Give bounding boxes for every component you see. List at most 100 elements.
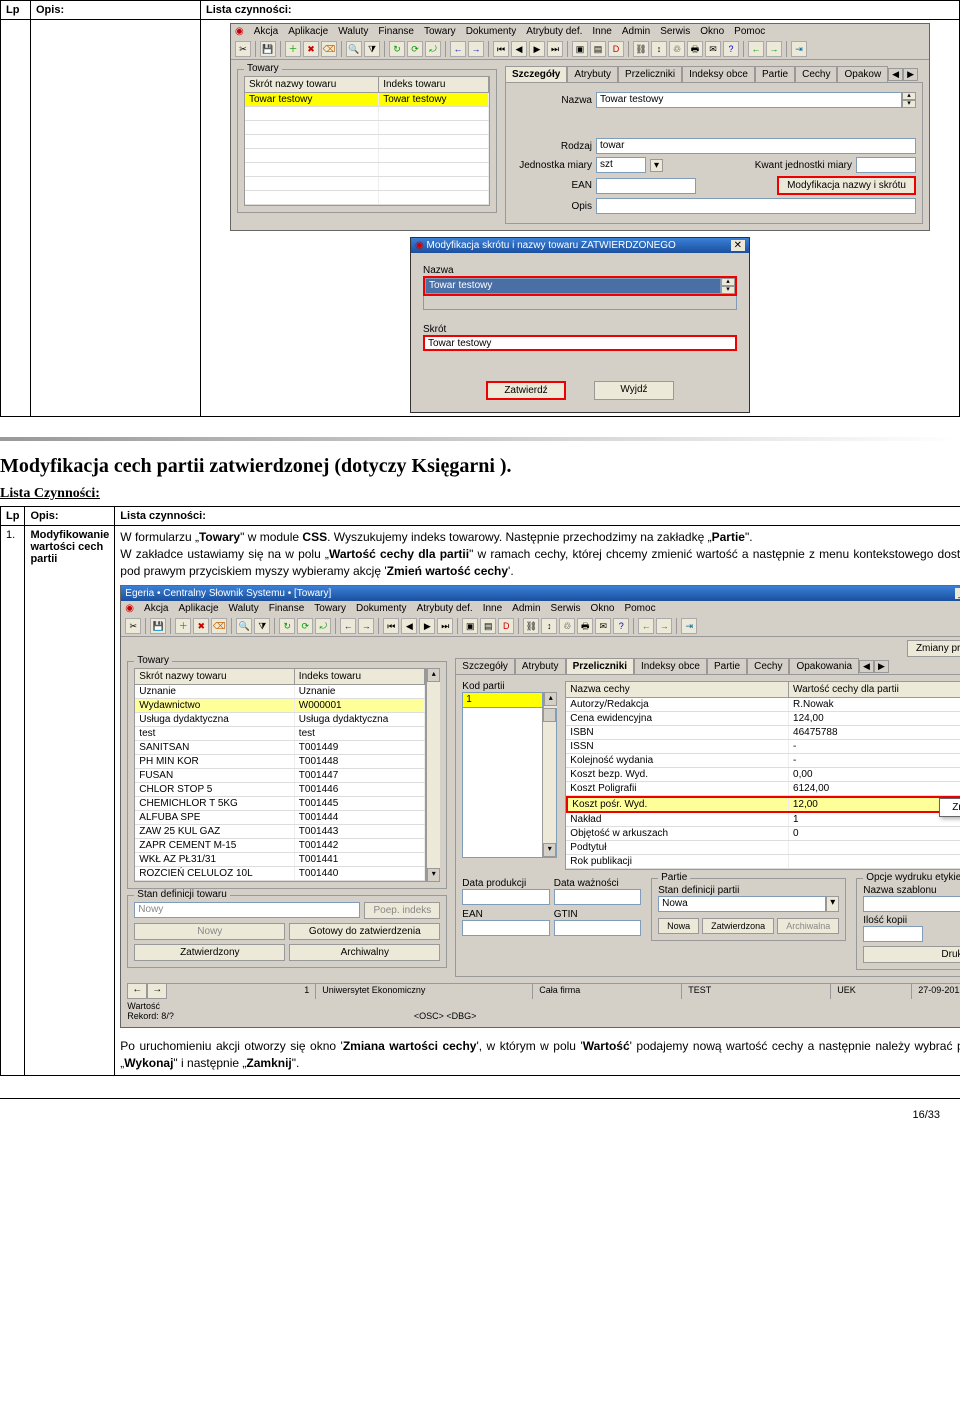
tab-nav-right[interactable]: ▶ bbox=[874, 660, 889, 673]
dlg-input-skrot[interactable]: Towar testowy bbox=[423, 335, 737, 351]
filter-icon[interactable]: ⧩ bbox=[364, 41, 380, 57]
btn-zatwierdz[interactable]: Zatwierdź bbox=[486, 381, 566, 400]
grid-row[interactable]: PH MIN KORT001448 bbox=[135, 755, 425, 769]
input-ean[interactable] bbox=[596, 178, 696, 194]
input-kwant[interactable] bbox=[856, 157, 916, 173]
menu-okno[interactable]: Okno bbox=[591, 603, 615, 614]
tab-atrybuty[interactable]: Atrybuty bbox=[567, 66, 618, 82]
btn-zmiany-prawne[interactable]: Zmiany prawne bbox=[907, 640, 960, 657]
back-icon[interactable]: ← bbox=[340, 618, 356, 634]
nav-arrows[interactable]: ←→ bbox=[127, 983, 167, 999]
refresh2-icon[interactable]: ⟳ bbox=[407, 41, 423, 57]
min-icon[interactable]: _ bbox=[955, 588, 960, 599]
input-ean[interactable] bbox=[462, 920, 549, 936]
input-nazwa[interactable]: Towar testowy bbox=[596, 92, 902, 108]
tool3-icon[interactable]: D bbox=[608, 41, 624, 57]
menu-inne[interactable]: Inne bbox=[592, 26, 611, 37]
towary-grid[interactable]: Skrót nazwy towaru Indeks towaru Towar t… bbox=[244, 76, 490, 206]
props-row[interactable]: Kolejność wydania- bbox=[566, 754, 960, 768]
grid-row[interactable]: Towar testowy Towar testowy bbox=[245, 93, 489, 107]
grid-row[interactable]: CHEMICHLOR T 5KGT001445 bbox=[135, 797, 425, 811]
grid-row[interactable] bbox=[245, 135, 489, 149]
grid-row[interactable]: WydawnictwoW000001 bbox=[135, 699, 425, 713]
delete-icon[interactable]: ✖ bbox=[193, 618, 209, 634]
input-kod[interactable]: 1 bbox=[462, 692, 543, 708]
input-rodzaj[interactable]: towar bbox=[596, 138, 916, 154]
props-row[interactable]: Koszt pośr. Wyd.12,00Zmień wartość cechy bbox=[566, 796, 960, 813]
input-data-waz[interactable] bbox=[554, 889, 641, 905]
btn-nowa[interactable]: Nowa bbox=[658, 918, 699, 934]
btn-archiwalna[interactable]: Archiwalna bbox=[777, 918, 839, 934]
props-row[interactable]: Rok publikacji bbox=[566, 855, 960, 869]
menu-okno[interactable]: Okno bbox=[700, 26, 724, 37]
btn-archiwalny[interactable]: Archiwalny bbox=[289, 944, 440, 961]
dlg-input-nazwa[interactable]: Towar testowy bbox=[425, 278, 721, 294]
grid-row[interactable]: ZAPR CEMENT M-15T001442 bbox=[135, 839, 425, 853]
input-opis[interactable] bbox=[596, 198, 916, 214]
last-icon[interactable]: ⏭ bbox=[547, 41, 563, 57]
menu-finanse[interactable]: Finanse bbox=[269, 603, 305, 614]
help-icon[interactable]: ? bbox=[723, 41, 739, 57]
tool6-icon[interactable]: ♲ bbox=[559, 618, 575, 634]
clear-icon[interactable]: ⌫ bbox=[211, 618, 227, 634]
dlg-nazwa-spin[interactable]: ▴▾ bbox=[721, 278, 735, 294]
dropdown-icon[interactable]: ▾ bbox=[826, 896, 839, 912]
grid-row[interactable] bbox=[245, 177, 489, 191]
props-row[interactable]: Autorzy/RedakcjaR.Nowak bbox=[566, 698, 960, 712]
grid-row[interactable]: ROZCIEŃ CELULOZ 10LT001440 bbox=[135, 867, 425, 881]
menu-aplikacje[interactable]: Aplikacje bbox=[178, 603, 218, 614]
menu-waluty[interactable]: Waluty bbox=[229, 603, 259, 614]
btn-zatwierdzony[interactable]: Zatwierdzony bbox=[134, 944, 285, 961]
last-icon[interactable]: ⏭ bbox=[437, 618, 453, 634]
btn-wyjdz[interactable]: Wyjdź bbox=[594, 381, 674, 400]
tab-indeksy[interactable]: Indeksy obce bbox=[634, 658, 707, 674]
grid-row[interactable] bbox=[245, 149, 489, 163]
next-icon[interactable]: ▶ bbox=[419, 618, 435, 634]
grid-row[interactable] bbox=[245, 121, 489, 135]
tab-opak[interactable]: Opakow bbox=[837, 66, 888, 82]
menu-serwis[interactable]: Serwis bbox=[551, 603, 581, 614]
forward2-icon[interactable]: → bbox=[766, 41, 782, 57]
grid-row[interactable] bbox=[245, 163, 489, 177]
btn-drukuj[interactable]: Drukuj bbox=[863, 946, 960, 963]
tool4-icon[interactable]: ⛓ bbox=[633, 41, 649, 57]
tab-nav-right[interactable]: ▶ bbox=[903, 68, 918, 81]
refresh3-icon[interactable]: ⤾ bbox=[425, 41, 441, 57]
tab-cechy[interactable]: Cechy bbox=[747, 658, 789, 674]
tool6-icon[interactable]: ♲ bbox=[669, 41, 685, 57]
grid-row[interactable] bbox=[245, 191, 489, 205]
print-icon[interactable]: 🖶 bbox=[687, 41, 703, 57]
dialog-close-icon[interactable]: ✕ bbox=[731, 240, 745, 251]
exit-icon[interactable]: ⇥ bbox=[681, 618, 697, 634]
menu-pomoc[interactable]: Pomoc bbox=[624, 603, 655, 614]
input-data-prod[interactable] bbox=[462, 889, 549, 905]
tab-przeliczniki[interactable]: Przeliczniki bbox=[566, 658, 634, 674]
delete-icon[interactable]: ✖ bbox=[303, 41, 319, 57]
prev-icon[interactable]: ◀ bbox=[401, 618, 417, 634]
input-nazwa-szab[interactable] bbox=[863, 896, 960, 912]
menu-waluty[interactable]: Waluty bbox=[338, 26, 368, 37]
grid-row[interactable]: ALFUBA SPET001444 bbox=[135, 811, 425, 825]
grid-row[interactable]: Usługa dydaktycznaUsługa dydaktyczna bbox=[135, 713, 425, 727]
input-jm[interactable]: szt bbox=[596, 157, 646, 173]
menu-towary[interactable]: Towary bbox=[424, 26, 456, 37]
props-row[interactable]: ISSN- bbox=[566, 740, 960, 754]
clear-icon[interactable]: ⌫ bbox=[321, 41, 337, 57]
grid-scrollbar[interactable]: ▴▾ bbox=[426, 668, 440, 882]
btn-mod-nazwy[interactable]: Modyfikacja nazwy i skrótu bbox=[777, 176, 916, 195]
grid-row[interactable]: SANITSANT001449 bbox=[135, 741, 425, 755]
menu-aplikacje[interactable]: Aplikacje bbox=[288, 26, 328, 37]
tab-szczegoly[interactable]: Szczegóły bbox=[505, 66, 567, 82]
menu-dokumenty[interactable]: Dokumenty bbox=[466, 26, 517, 37]
kod-scrollbar[interactable]: ▴ bbox=[543, 692, 557, 708]
mail-icon[interactable]: ✉ bbox=[595, 618, 611, 634]
prev-icon[interactable]: ◀ bbox=[511, 41, 527, 57]
menu-pomoc[interactable]: Pomoc bbox=[734, 26, 765, 37]
print-icon[interactable]: 🖶 bbox=[577, 618, 593, 634]
back-icon[interactable]: ← bbox=[450, 41, 466, 57]
menu-finanse[interactable]: Finanse bbox=[378, 26, 414, 37]
mail-icon[interactable]: ✉ bbox=[705, 41, 721, 57]
input-ilosc-kopii[interactable] bbox=[863, 926, 923, 942]
exit-icon[interactable]: ⇥ bbox=[791, 41, 807, 57]
grid-row[interactable]: CHLOR STOP 5T001446 bbox=[135, 783, 425, 797]
